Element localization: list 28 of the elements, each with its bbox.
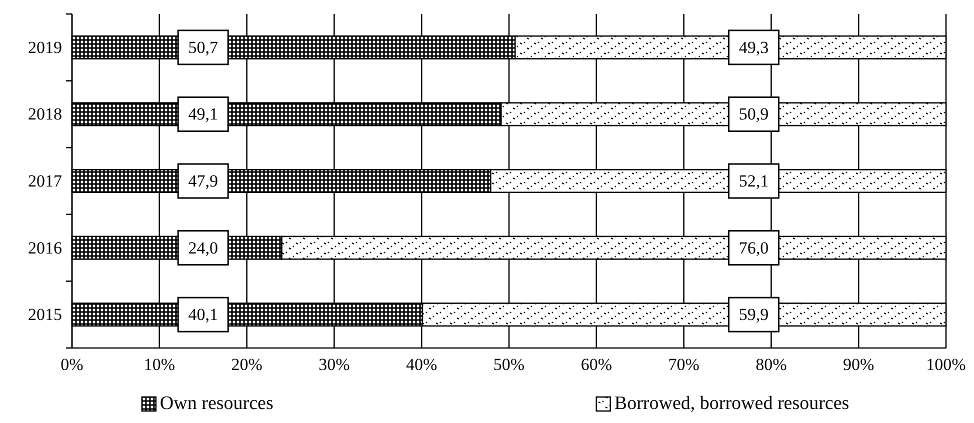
y-tick-label: 2019 (28, 38, 62, 57)
x-tick-label: 90% (843, 355, 874, 374)
data-label: 47,9 (188, 172, 218, 190)
x-tick-label: 70% (668, 355, 700, 374)
x-tick-label: 20% (231, 355, 262, 374)
y-tick-label: 2015 (28, 305, 62, 324)
legend-label: Borrowed, borrowed resources (614, 393, 850, 414)
x-tick-label: 40% (406, 355, 438, 374)
data-label: 49,1 (188, 104, 218, 124)
legend-label: Own resources (160, 393, 274, 414)
data-label: 40,1 (188, 305, 218, 324)
x-tick-label: 60% (580, 355, 612, 374)
data-label: 49,3 (738, 38, 769, 57)
x-tick-label: 100% (926, 355, 966, 374)
x-tick-label: 10% (144, 355, 175, 374)
x-tick-label: 0% (60, 355, 84, 374)
y-tick-label: 2016 (28, 238, 62, 258)
data-label: 52,1 (738, 172, 769, 190)
y-tick-label: 2018 (28, 104, 62, 124)
data-label: 76,0 (738, 238, 769, 258)
y-tick-label: 2017 (28, 171, 62, 190)
data-label: 50,9 (738, 104, 769, 124)
x-tick-label: 30% (318, 355, 350, 374)
x-tick-label: 80% (756, 355, 787, 374)
x-tick-label: 50% (493, 355, 525, 374)
data-label: 50,7 (188, 38, 218, 57)
data-label: 59,9 (738, 305, 769, 324)
data-label: 24,0 (188, 238, 218, 258)
